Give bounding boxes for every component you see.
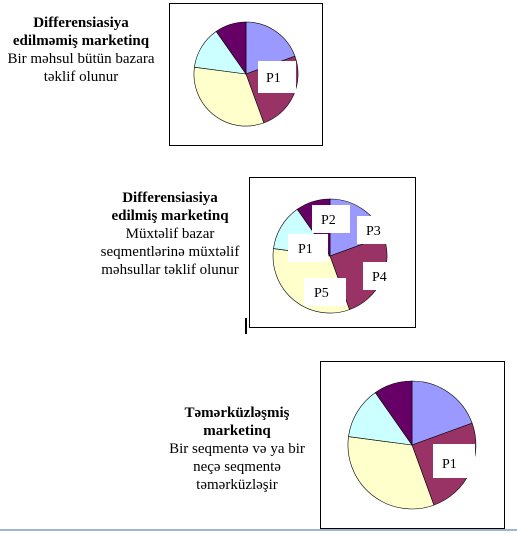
label-box (258, 61, 296, 93)
segment-label: P1 (442, 457, 457, 472)
page-bottom-border (0, 529, 517, 531)
segment-label: P2 (321, 213, 336, 228)
label-box (433, 444, 475, 478)
segment-label: P1 (266, 71, 281, 86)
caption-concentrated: Təmərküzləşmiş marketinq Bir seqmentə və… (167, 404, 307, 494)
slice-blue (245, 21, 296, 75)
caption-text: Müxtəlif bazar seqmentlərinə müxtəlif mə… (100, 226, 240, 278)
pie-slices (347, 380, 477, 510)
slice-purple (215, 21, 247, 75)
slice-yellow (347, 436, 435, 510)
pie-chart-differentiated: P2 P3 P1 P4 P5 (272, 198, 405, 314)
label-box (357, 216, 397, 244)
label-box (363, 262, 405, 290)
diagram-frame-concentrated: P1 (320, 361, 505, 529)
caption-differentiated: Differensiasiya edilmiş marketinq Müxtəl… (100, 189, 240, 279)
slice-blue (411, 380, 473, 446)
caption-text: Bir məhsul bütün bazara təklif olunur (7, 51, 155, 85)
label-box (288, 234, 328, 262)
segment-label: P1 (298, 242, 313, 257)
segment-label: P3 (366, 224, 381, 239)
segment-label: P5 (314, 286, 329, 301)
caption-title: Differensiasiya edilməmiş marketinq (12, 15, 150, 49)
slice-yellow (193, 66, 265, 127)
caption-title: Təmərküzləşmiş marketinq (184, 405, 290, 439)
diagram-frame-differentiated: P2 P3 P1 P4 P5 (249, 177, 416, 328)
label-box (312, 205, 350, 233)
text-cursor (245, 318, 247, 334)
diagram-frame-undifferentiated: P1 (169, 3, 323, 146)
segment-label: P4 (372, 270, 387, 285)
slice-purple (374, 380, 413, 446)
caption-title: Differensiasiya edilmiş marketinq (111, 190, 229, 224)
label-box (304, 278, 346, 306)
pie-chart-undifferentiated: P1 (193, 21, 299, 127)
caption-undifferentiated: Differensiasiya edilməmiş marketinq Bir … (6, 14, 156, 86)
caption-text: Bir seqmentə və ya bir neçə seqmentə təm… (169, 441, 305, 493)
pie-chart-concentrated: P1 (347, 380, 477, 510)
